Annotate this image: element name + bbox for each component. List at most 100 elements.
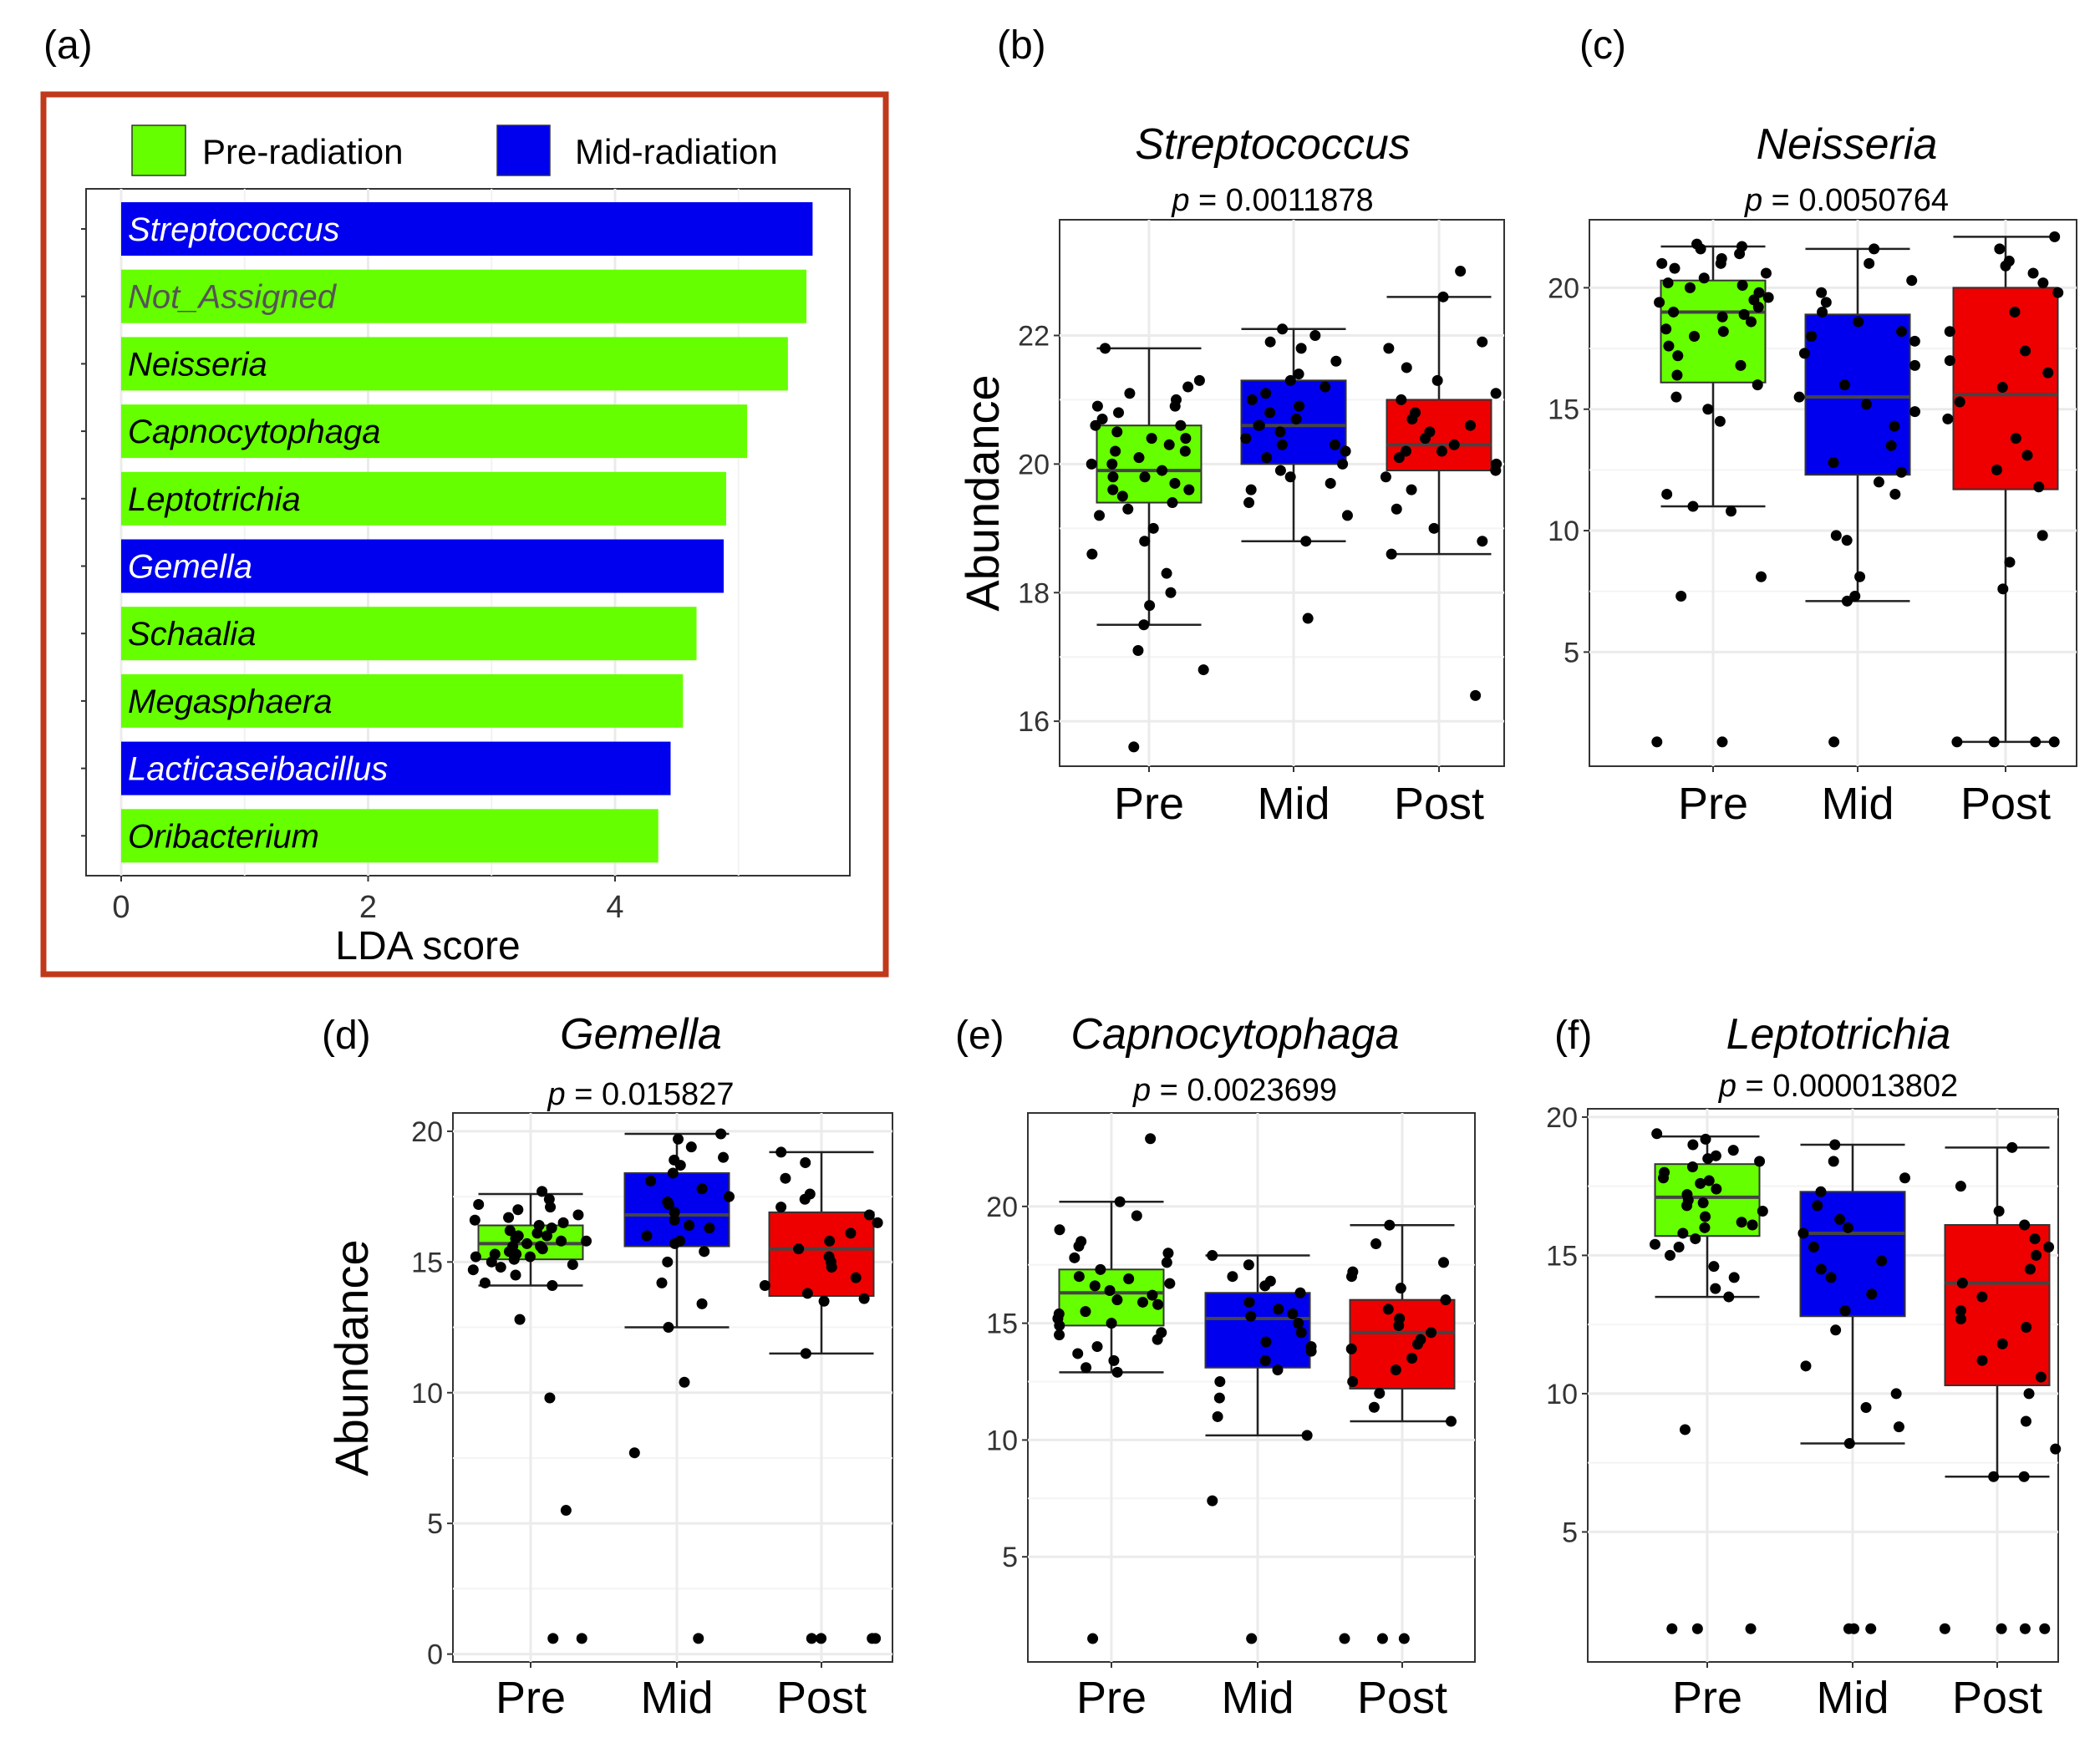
data-point — [504, 1225, 516, 1237]
data-point — [1380, 471, 1391, 483]
data-point — [1264, 407, 1276, 419]
data-point — [1138, 619, 1150, 631]
data-point — [1689, 331, 1701, 343]
data-point — [1193, 374, 1205, 386]
data-point — [467, 1264, 479, 1276]
xtick-label-pre: Pre — [1114, 779, 1184, 829]
data-point — [2019, 1219, 2031, 1231]
data-point — [1956, 1278, 1968, 1289]
ytick-label: 18 — [1018, 577, 1050, 609]
data-point — [1715, 257, 1726, 269]
data-point — [1687, 1139, 1699, 1151]
box-iqr — [768, 1211, 875, 1298]
data-point — [1700, 1211, 1711, 1222]
data-point — [1711, 1183, 1722, 1195]
data-point — [1100, 343, 1111, 354]
data-point — [1942, 413, 1954, 424]
data-point — [1197, 664, 1209, 676]
box-mid — [1204, 1250, 1317, 1644]
data-point — [1406, 484, 1417, 495]
data-point — [1137, 1296, 1149, 1308]
data-point — [1295, 1327, 1307, 1339]
panel-a: (a) Pre-radiation Mid-radiation Streptococc… — [40, 23, 889, 978]
data-point — [1347, 1376, 1359, 1388]
data-point — [645, 1175, 657, 1187]
data-point — [1107, 484, 1119, 495]
data-point — [1843, 1438, 1855, 1450]
data-point — [1944, 326, 1955, 338]
data-point — [1997, 583, 2009, 595]
p-value-number: = 0.0023699 — [1151, 1073, 1337, 1108]
data-point — [1090, 419, 1101, 431]
data-point — [1899, 1172, 1911, 1184]
data-point — [1290, 414, 1302, 425]
data-point — [541, 1230, 552, 1242]
data-point — [1393, 452, 1405, 464]
legend-label-pre: Pre-radiation — [202, 132, 403, 171]
data-point — [801, 1288, 813, 1299]
ytick-label: 5 — [1564, 637, 1579, 668]
ytick-label: 15 — [1548, 394, 1579, 426]
lda-bar-label: Schaalia — [128, 616, 256, 653]
data-point — [1893, 1421, 1904, 1433]
data-point — [1944, 355, 1955, 367]
panel-label-c: (c) — [1579, 23, 1626, 68]
data-point — [1889, 488, 1901, 500]
data-point — [1111, 1366, 1123, 1378]
data-point — [1273, 1303, 1284, 1315]
data-point — [1996, 382, 2008, 394]
data-point — [1300, 536, 1312, 547]
data-point — [531, 1227, 543, 1239]
chart-title: Neisseria — [1757, 120, 1938, 169]
data-point — [572, 1209, 584, 1221]
data-point — [2048, 736, 2060, 748]
ytick-label: 20 — [1548, 272, 1579, 304]
data-point — [1955, 1305, 1966, 1317]
data-point — [1666, 1623, 1678, 1634]
lda-bar-label: Megasphaera — [128, 683, 333, 720]
data-point — [1345, 1343, 1357, 1354]
data-point — [1656, 257, 1668, 269]
data-point — [2033, 481, 2045, 493]
data-point — [514, 1314, 526, 1325]
data-point — [662, 1256, 674, 1268]
data-point — [685, 1141, 697, 1153]
lda-bar-capnocytophaga — [121, 404, 748, 459]
data-point — [2052, 287, 2064, 298]
lda-bar-oribacterium — [121, 809, 658, 863]
data-point — [1470, 689, 1482, 701]
data-point — [1325, 477, 1336, 489]
data-point — [679, 1376, 690, 1388]
data-point — [1728, 1272, 1740, 1283]
data-point — [1806, 331, 1818, 343]
data-point — [1284, 471, 1296, 483]
data-point — [1690, 1233, 1701, 1245]
y-axis-label: Abundance — [956, 374, 1009, 611]
data-point — [825, 1256, 836, 1268]
xtick-label-mid: Mid — [1816, 1673, 1889, 1723]
data-point — [1169, 477, 1181, 489]
p-value: p = 0.000013802 — [1718, 1069, 1958, 1104]
p-value-number: = 0.000013802 — [1736, 1069, 1958, 1104]
data-point — [1386, 548, 1397, 560]
data-point — [2030, 736, 2042, 748]
lda-xlabel: LDA score — [335, 924, 520, 968]
data-point — [1382, 1303, 1394, 1315]
data-point — [1991, 464, 2002, 475]
data-point — [1106, 1318, 1117, 1329]
data-point — [2020, 1415, 2031, 1427]
data-point — [1246, 394, 1258, 405]
data-point — [1164, 1278, 1176, 1289]
xtick-label-mid: Mid — [640, 1673, 713, 1723]
data-point — [546, 1222, 557, 1234]
panel-label-f: (f) — [1554, 1014, 1592, 1058]
data-point — [667, 1167, 679, 1179]
data-point — [1095, 1263, 1106, 1275]
data-point — [850, 1272, 862, 1283]
data-point — [800, 1348, 811, 1359]
data-point — [1455, 266, 1467, 277]
data-point — [2024, 1263, 2036, 1275]
data-point — [1829, 1139, 1841, 1151]
data-point — [1754, 1156, 1766, 1167]
ytick-label: 15 — [986, 1308, 1018, 1340]
